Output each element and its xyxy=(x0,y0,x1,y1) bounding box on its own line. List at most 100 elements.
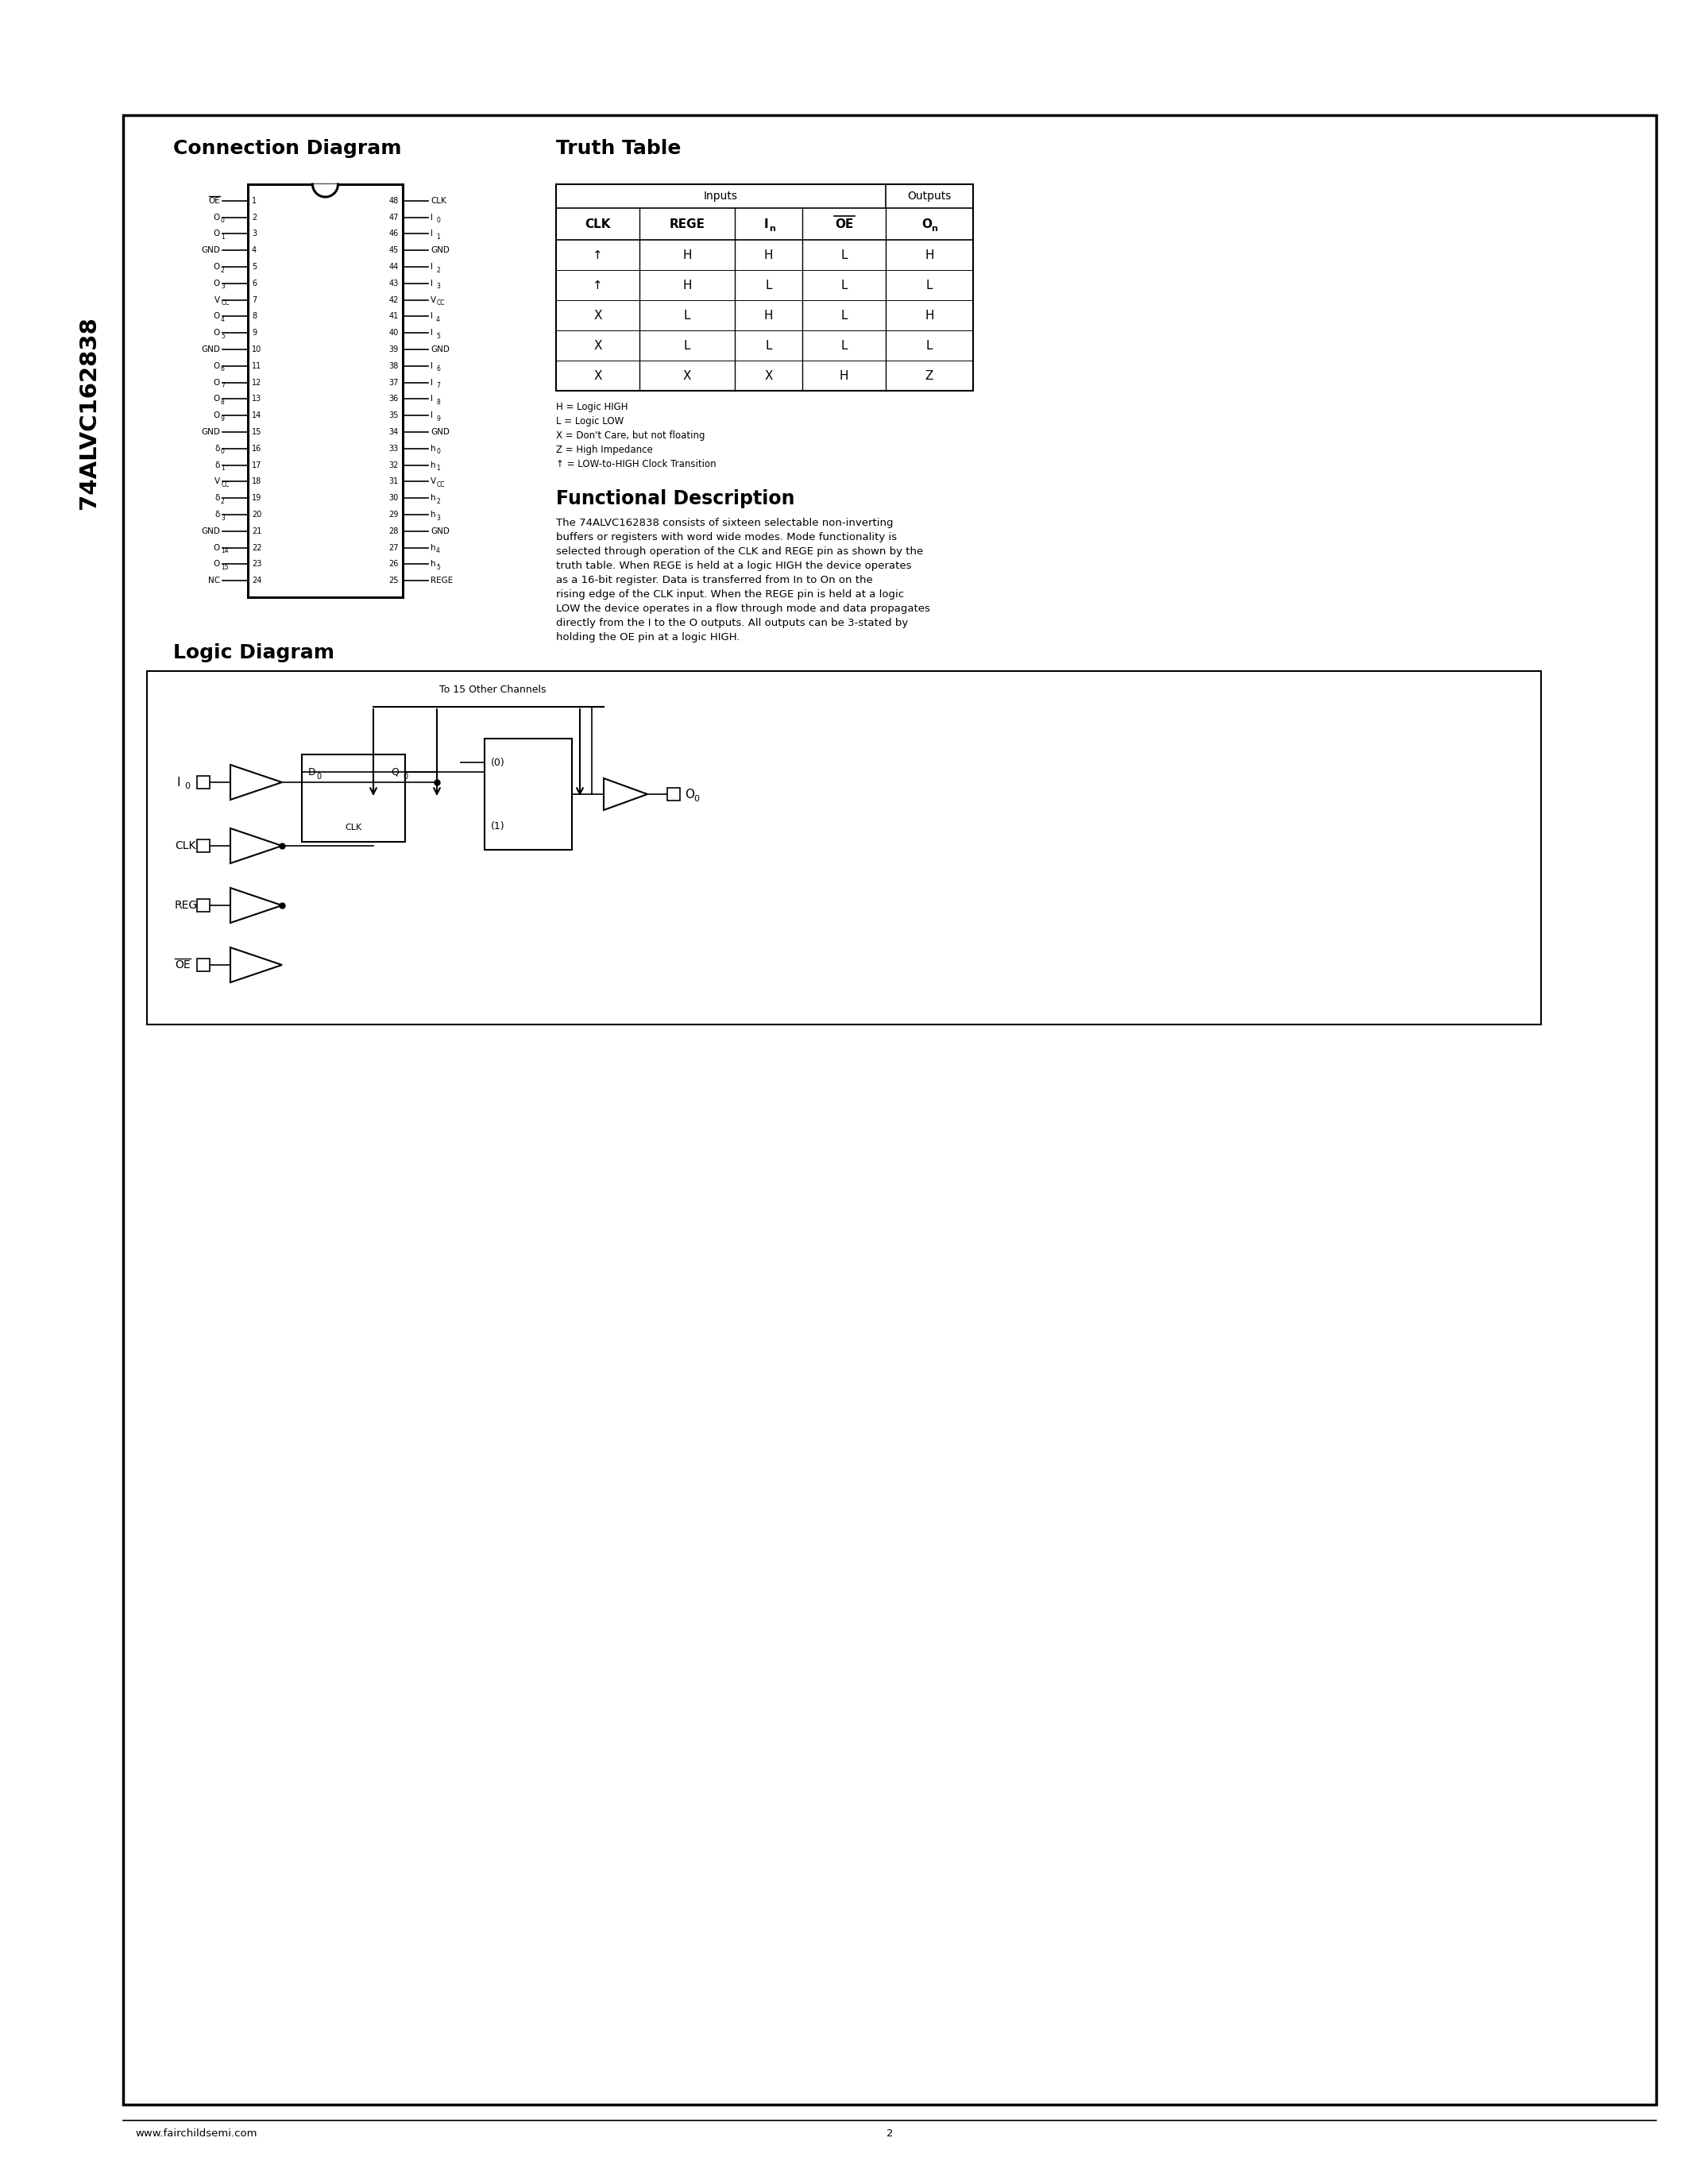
Text: 22: 22 xyxy=(252,544,262,553)
Text: Connection Diagram: Connection Diagram xyxy=(174,140,402,157)
Text: O: O xyxy=(213,214,219,221)
Text: 27: 27 xyxy=(388,544,398,553)
Text: REGE: REGE xyxy=(668,218,706,229)
Text: Z: Z xyxy=(925,369,933,382)
Text: 37: 37 xyxy=(388,378,398,387)
Text: 20: 20 xyxy=(252,511,262,518)
Bar xyxy=(302,753,405,841)
Text: CLK: CLK xyxy=(430,197,446,205)
Text: 28: 28 xyxy=(388,526,398,535)
Text: CC: CC xyxy=(437,480,446,489)
Text: X: X xyxy=(765,369,773,382)
Bar xyxy=(555,183,972,391)
Text: L: L xyxy=(841,339,847,352)
Text: 1: 1 xyxy=(252,197,257,205)
Text: ↑ = LOW-to-HIGH Clock Transition: ↑ = LOW-to-HIGH Clock Transition xyxy=(555,459,716,470)
Text: Functional Description: Functional Description xyxy=(555,489,795,509)
Text: CC: CC xyxy=(221,480,230,489)
Text: 3: 3 xyxy=(221,284,225,290)
Text: www.fairchildsemi.com: www.fairchildsemi.com xyxy=(135,2129,257,2138)
Text: 38: 38 xyxy=(388,363,398,369)
Text: 0: 0 xyxy=(221,448,225,454)
Bar xyxy=(197,839,209,852)
Text: 8: 8 xyxy=(436,400,441,406)
Text: I: I xyxy=(430,411,432,419)
Text: 39: 39 xyxy=(388,345,398,354)
Text: 41: 41 xyxy=(388,312,398,321)
Text: 3: 3 xyxy=(221,513,225,522)
Text: (0): (0) xyxy=(491,758,505,767)
Text: ↑: ↑ xyxy=(592,249,603,260)
Text: I: I xyxy=(176,775,181,788)
Text: 7: 7 xyxy=(252,295,257,304)
Text: 0: 0 xyxy=(694,795,699,804)
Text: 32: 32 xyxy=(388,461,398,470)
Text: L: L xyxy=(684,310,690,321)
Text: h: h xyxy=(430,511,436,518)
Text: 9: 9 xyxy=(436,415,441,422)
Text: The 74ALVC162838 consists of sixteen selectable non-inverting: The 74ALVC162838 consists of sixteen sel… xyxy=(555,518,893,529)
Text: h: h xyxy=(430,494,436,502)
Text: 5: 5 xyxy=(221,332,225,341)
Text: 1: 1 xyxy=(436,234,441,240)
Text: I: I xyxy=(430,229,432,238)
Bar xyxy=(147,670,1541,1024)
Text: h: h xyxy=(430,461,436,470)
Text: I: I xyxy=(430,363,432,369)
Text: ↑: ↑ xyxy=(592,280,603,290)
Text: 5: 5 xyxy=(436,332,441,341)
Text: D: D xyxy=(309,767,316,778)
Text: OE: OE xyxy=(208,197,219,205)
Text: 3: 3 xyxy=(436,284,441,290)
Text: X = Don't Care, but not floating: X = Don't Care, but not floating xyxy=(555,430,706,441)
Text: 1: 1 xyxy=(436,465,441,472)
Text: V: V xyxy=(214,478,219,485)
Bar xyxy=(197,959,209,972)
Text: CLK: CLK xyxy=(176,841,196,852)
Text: L: L xyxy=(841,249,847,260)
Text: 25: 25 xyxy=(388,577,398,585)
Text: 14: 14 xyxy=(221,548,228,555)
Text: H: H xyxy=(839,369,849,382)
Text: GND: GND xyxy=(430,428,449,437)
Text: LOW the device operates in a flow through mode and data propagates: LOW the device operates in a flow throug… xyxy=(555,603,930,614)
Text: L: L xyxy=(684,339,690,352)
Text: X: X xyxy=(594,310,603,321)
Text: H: H xyxy=(765,249,773,260)
Text: H: H xyxy=(682,280,692,290)
Text: Z = High Impedance: Z = High Impedance xyxy=(555,446,653,454)
Text: 8: 8 xyxy=(252,312,257,321)
Text: I: I xyxy=(430,395,432,404)
Text: CC: CC xyxy=(221,299,230,306)
Text: 9: 9 xyxy=(221,415,225,422)
Text: O: O xyxy=(213,229,219,238)
Bar xyxy=(197,900,209,911)
Text: (1): (1) xyxy=(491,821,505,832)
Text: 44: 44 xyxy=(388,262,398,271)
Text: δ: δ xyxy=(214,511,219,518)
Text: holding the OE pin at a logic HIGH.: holding the OE pin at a logic HIGH. xyxy=(555,631,739,642)
Text: 19: 19 xyxy=(252,494,262,502)
Text: 1: 1 xyxy=(221,465,225,472)
Text: 2: 2 xyxy=(221,498,225,505)
Text: 24: 24 xyxy=(252,577,262,585)
Text: L: L xyxy=(927,280,933,290)
Text: L = Logic LOW: L = Logic LOW xyxy=(555,417,625,426)
Text: Logic Diagram: Logic Diagram xyxy=(174,644,334,662)
Text: 21: 21 xyxy=(252,526,262,535)
Text: GND: GND xyxy=(201,247,219,253)
Text: GND: GND xyxy=(430,526,449,535)
Text: H: H xyxy=(682,249,692,260)
Text: X: X xyxy=(594,339,603,352)
Text: 16: 16 xyxy=(252,446,262,452)
Text: 33: 33 xyxy=(388,446,398,452)
Text: O: O xyxy=(685,788,694,799)
Text: n: n xyxy=(770,225,776,234)
Text: V: V xyxy=(430,295,436,304)
Text: 2: 2 xyxy=(221,266,225,273)
Text: selected through operation of the CLK and REGE pin as shown by the: selected through operation of the CLK an… xyxy=(555,546,923,557)
Text: V: V xyxy=(430,478,436,485)
Text: 2: 2 xyxy=(436,266,441,273)
Text: 2: 2 xyxy=(252,214,257,221)
Text: 17: 17 xyxy=(252,461,262,470)
